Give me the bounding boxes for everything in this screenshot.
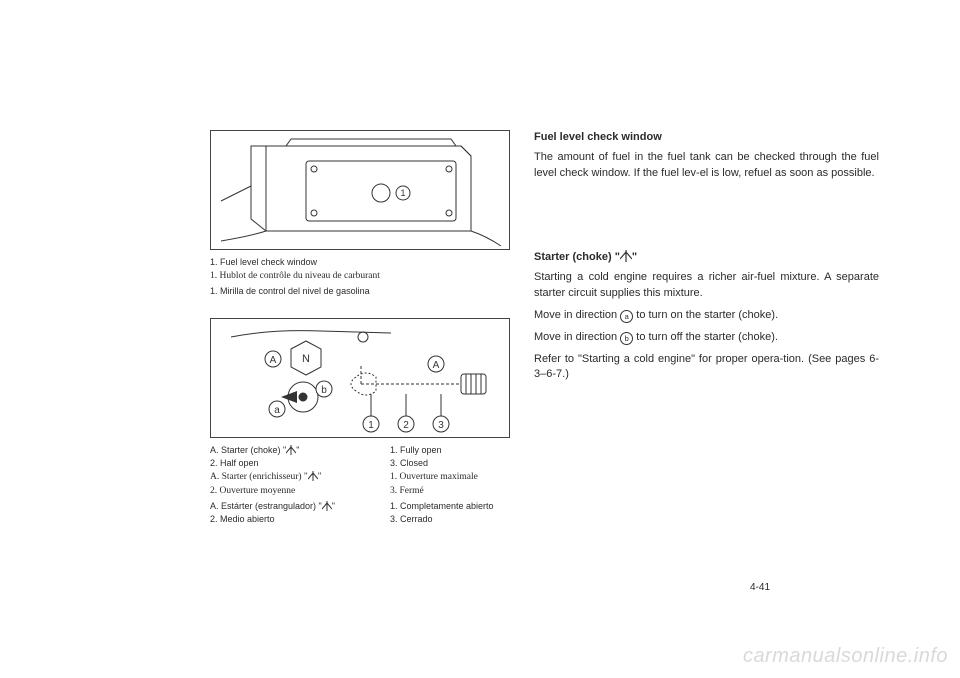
- fig2-fr-a-pre: A. Starter (enrichisseur) ": [210, 472, 308, 482]
- fig2-fr-1: 1. Ouverture maximale: [390, 471, 500, 484]
- right-column: Fuel level check window The amount of fu…: [534, 130, 879, 526]
- fig2-es-3: 3. Cerrado: [390, 513, 500, 526]
- starter-p3-mid: to turn off the starter (choke).: [633, 331, 778, 343]
- choke-icon: [308, 471, 318, 481]
- content-columns: 1 1. Fuel level check window 1. Hublot d…: [210, 130, 890, 526]
- fig1-caption-fr: 1. Hublot de contrôle du niveau de carbu…: [210, 270, 510, 284]
- starter-p1: Starting a cold engine requires a richer…: [534, 270, 879, 302]
- fuel-window-svg: 1: [211, 131, 509, 249]
- svg-text:b: b: [321, 385, 327, 396]
- svg-text:2: 2: [403, 420, 409, 431]
- fig2-fr-a: A. Starter (enrichisseur) " ": [210, 471, 390, 484]
- choke-svg: N A a b: [211, 319, 509, 437]
- svg-text:a: a: [274, 405, 280, 416]
- fig2-en-a-tail: ": [296, 445, 299, 455]
- starter-p3-pre: Move in direction: [534, 331, 620, 343]
- svg-text:A: A: [433, 360, 440, 371]
- figure-fuel-window: 1: [210, 130, 510, 250]
- fuel-section: Fuel level check window The amount of fu…: [534, 130, 879, 182]
- fuel-para: The amount of fuel in the fuel tank can …: [534, 150, 879, 182]
- fig2-en-a-pre: A. Starter (choke) ": [210, 445, 286, 455]
- fig2-es-2: 2. Medio abierto: [210, 513, 390, 526]
- svg-text:N: N: [302, 353, 310, 365]
- watermark: carmanualsonline.info: [743, 645, 948, 668]
- fig1-caption-es: 1. Mirilla de control del nivel de gasol…: [210, 285, 510, 298]
- fig1-caption-en: 1. Fuel level check window: [210, 256, 510, 269]
- svg-text:A: A: [270, 355, 277, 366]
- fig2-en-a: A. Starter (choke) " ": [210, 444, 390, 457]
- starter-p4: Refer to "Starting a cold engine" for pr…: [534, 352, 879, 384]
- choke-icon: [322, 501, 332, 511]
- starter-p2-mid: to turn on the starter (choke).: [633, 309, 778, 321]
- page-number: 4-41: [750, 582, 770, 593]
- starter-heading-pre: Starter (choke) ": [534, 251, 620, 263]
- fuel-heading: Fuel level check window: [534, 130, 879, 146]
- starter-p2: Move in direction a to turn on the start…: [534, 308, 879, 324]
- svg-text:1: 1: [368, 420, 374, 431]
- starter-section: Starter (choke) " " Starting a cold engin…: [534, 250, 879, 384]
- svg-text:1: 1: [400, 188, 405, 198]
- svg-text:3: 3: [438, 420, 444, 431]
- circled-b: b: [620, 332, 633, 345]
- fig2-es-a: A. Estárter (estrangulador) " ": [210, 500, 390, 513]
- page: 1 1. Fuel level check window 1. Hublot d…: [0, 0, 960, 678]
- fig2-fr-3: 3. Fermé: [390, 485, 500, 498]
- fig2-en-3: 3. Closed: [390, 457, 500, 470]
- figure-choke: N A a b: [210, 318, 510, 438]
- figure2-captions: A. Starter (choke) " " 1. Fully open 2. H…: [210, 444, 510, 526]
- circled-a: a: [620, 310, 633, 323]
- fig2-es-1: 1. Completamente abierto: [390, 500, 500, 513]
- left-column: 1 1. Fuel level check window 1. Hublot d…: [210, 130, 510, 526]
- choke-icon: [286, 445, 296, 455]
- starter-heading: Starter (choke) " ": [534, 250, 879, 266]
- starter-p2-pre: Move in direction: [534, 309, 620, 321]
- fig2-es-a-tail: ": [332, 501, 335, 511]
- choke-icon: [620, 250, 632, 262]
- starter-heading-post: ": [632, 251, 637, 263]
- fig2-fr-a-tail: ": [318, 472, 322, 482]
- fig2-en-2: 2. Half open: [210, 457, 390, 470]
- fig2-fr-2: 2. Ouverture moyenne: [210, 485, 390, 498]
- fig2-es-a-pre: A. Estárter (estrangulador) ": [210, 501, 322, 511]
- fig2-en-1: 1. Fully open: [390, 444, 500, 457]
- figure1-captions: 1. Fuel level check window 1. Hublot de …: [210, 256, 510, 298]
- starter-p3: Move in direction b to turn off the star…: [534, 330, 879, 346]
